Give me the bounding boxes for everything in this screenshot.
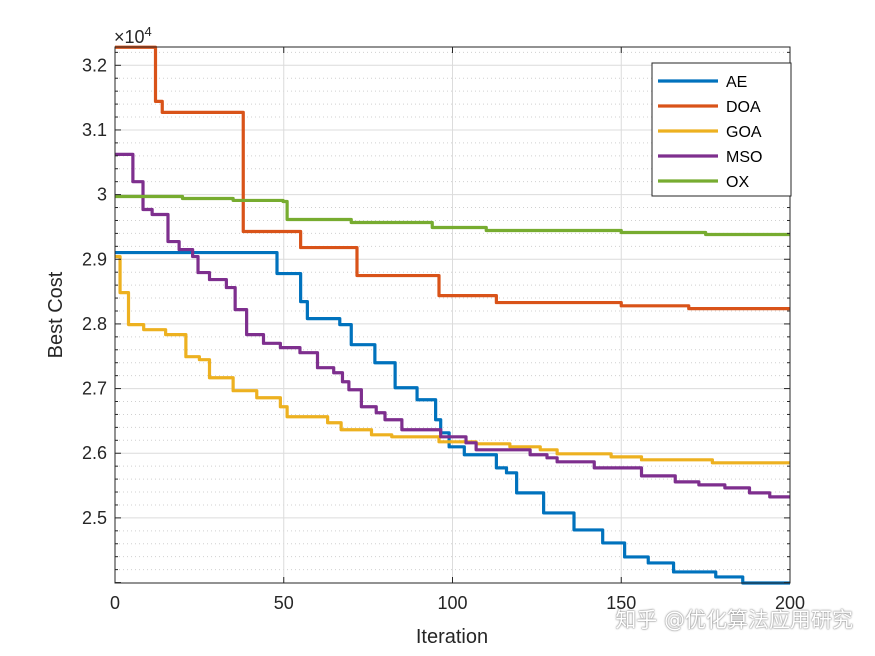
series-line-doa [115, 45, 790, 311]
y-tick-label: 3.2 [82, 55, 107, 75]
x-tick-label: 50 [274, 593, 294, 613]
legend: AE DOA GOA MSO OX [651, 62, 792, 197]
y-tick-label: 3.1 [82, 120, 107, 140]
tick-labels: 0 50 100 150 200 2.5 2.6 2.7 2.8 2.9 3 3.1 3.2 [82, 55, 805, 613]
x-tick-label: 150 [606, 593, 636, 613]
y-tick-label: 2.9 [82, 249, 107, 269]
series-lines [115, 45, 790, 585]
y-exponent-label: ×104 [114, 24, 152, 47]
y-tick-label: 2.7 [82, 379, 107, 399]
x-tick-label: 200 [775, 593, 805, 613]
legend-label-ae: AE [726, 74, 747, 91]
legend-label-doa: DOA [726, 99, 761, 116]
series-line-ae [115, 250, 790, 585]
grid [114, 47, 791, 583]
y-tick-label: 2.8 [82, 314, 107, 334]
series-line-mso [115, 152, 790, 499]
y-axis-label: Best Cost [45, 271, 67, 358]
y-tick-label: 2.6 [82, 443, 107, 463]
watermark: 知乎 @优化算法应用研究 [615, 608, 853, 632]
y-tick-label: 2.5 [82, 508, 107, 528]
x-axis-label: Iteration [416, 626, 488, 648]
y-tick-label: 3 [97, 185, 107, 205]
series-line-goa [115, 254, 790, 465]
x-tick-label: 100 [437, 593, 467, 613]
series-line-ox [115, 194, 790, 237]
x-tick-label: 0 [110, 593, 120, 613]
legend-label-mso: MSO [726, 149, 762, 166]
legend-label-ox: OX [726, 174, 749, 191]
legend-label-goa: GOA [726, 124, 762, 141]
